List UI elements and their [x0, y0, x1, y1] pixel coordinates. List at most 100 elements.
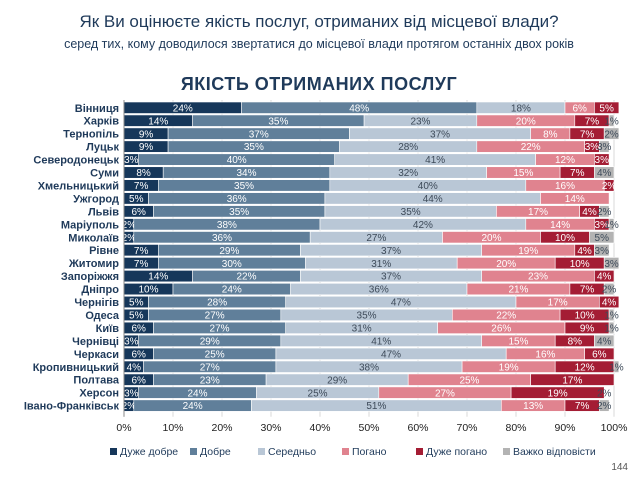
data-label: 12%: [575, 362, 595, 373]
data-label: 1%: [604, 324, 619, 335]
data-label: 37%: [381, 272, 401, 283]
data-label: 2%: [597, 401, 612, 412]
category-label: Маріуполь: [61, 219, 119, 231]
legend-label: Дуже добре: [120, 446, 178, 458]
data-label: 36%: [227, 194, 247, 205]
data-label: 19%: [518, 246, 538, 257]
legend-swatch: [503, 448, 510, 455]
x-tick-label: 10%: [162, 422, 183, 434]
data-label: 27%: [200, 362, 220, 373]
data-label: 14%: [550, 220, 570, 231]
data-label: 12%: [555, 155, 575, 166]
data-label: 14%: [148, 116, 168, 127]
category-label: Тернопіль: [63, 129, 119, 141]
data-label: 3%: [597, 142, 612, 153]
data-label: 27%: [435, 388, 455, 399]
x-tick-label: 0%: [116, 422, 131, 434]
legend-swatch: [342, 448, 349, 455]
data-label: 19%: [548, 388, 568, 399]
data-label: 2%: [602, 285, 617, 296]
data-label: 9%: [580, 324, 595, 335]
data-label: 10%: [138, 285, 158, 296]
data-label: 23%: [410, 116, 430, 127]
data-label: 20%: [496, 259, 516, 270]
category-label: Миколаїв: [68, 232, 119, 244]
data-label: 7%: [585, 116, 600, 127]
data-label: 14%: [565, 194, 585, 205]
data-label: 19%: [499, 362, 519, 373]
bar-segment: [594, 244, 610, 257]
data-label: 3%: [595, 246, 610, 257]
x-tick-label: 60%: [407, 422, 428, 434]
data-label: 7%: [134, 246, 149, 257]
category-label: Львів: [88, 206, 119, 218]
x-axis: 0% 10% 20% 30% 40% 50% 60% 70% 80% 90% 100%: [116, 100, 627, 434]
legend-label: Середньо: [268, 446, 316, 458]
category-label: Херсон: [79, 388, 119, 400]
x-tick-label: 90%: [554, 422, 575, 434]
category-label: Луцьк: [86, 142, 119, 154]
bar-segment: [594, 334, 615, 347]
data-label: 2%: [597, 388, 612, 399]
data-label: 26%: [491, 324, 511, 335]
data-label: 37%: [381, 246, 401, 257]
data-label: 3%: [124, 388, 139, 399]
data-label: 15%: [508, 336, 528, 347]
data-label: 47%: [381, 349, 401, 360]
x-tick-label: 80%: [505, 422, 526, 434]
data-label: 4%: [602, 298, 617, 309]
data-label: 51%: [366, 401, 386, 412]
x-tick-label: 50%: [358, 422, 379, 434]
bar-segment: [589, 231, 615, 244]
legend-label: Погано: [352, 446, 387, 458]
data-label: 47%: [391, 298, 411, 309]
category-label: Кропивницький: [33, 362, 119, 374]
data-label: 27%: [366, 233, 386, 244]
data-label: 24%: [183, 401, 203, 412]
data-label: 3%: [595, 220, 610, 231]
category-label: Вінниця: [75, 103, 119, 115]
data-label: 14%: [148, 272, 168, 283]
data-label: 22%: [521, 142, 541, 153]
category-label: Дніпро: [81, 284, 119, 296]
data-label: 35%: [234, 181, 254, 192]
data-label: 6%: [131, 375, 146, 386]
data-label: 8%: [136, 168, 151, 179]
legend: Дуже добре Добре Середньо Погано Дуже погано…: [110, 446, 596, 458]
bar-segment: [594, 101, 620, 114]
category-label: Рівне: [89, 245, 119, 257]
data-label: 15%: [513, 168, 533, 179]
data-label: 38%: [359, 362, 379, 373]
data-label: 24%: [173, 103, 193, 114]
data-label: 29%: [200, 336, 220, 347]
page-number: 144: [611, 462, 628, 473]
bar-segment: [608, 308, 615, 322]
bar-segment: [613, 360, 620, 373]
data-label: 27%: [205, 311, 225, 322]
category-label: Івано-Франківськ: [24, 401, 120, 413]
data-label: 10%: [575, 311, 595, 322]
category-label: Харків: [84, 116, 120, 128]
data-label: 6%: [131, 207, 146, 218]
data-label: 1%: [604, 116, 619, 127]
data-label: 35%: [401, 207, 421, 218]
data-label: 48%: [349, 103, 369, 114]
data-label: 23%: [528, 272, 548, 283]
category-label: Хмельницький: [38, 180, 119, 192]
data-label: 41%: [425, 155, 445, 166]
data-label: 5%: [129, 311, 144, 322]
bar-segment: [530, 373, 615, 386]
x-tick-label: 20%: [211, 422, 232, 434]
bar-segment: [594, 166, 615, 179]
category-label: Чернігів: [74, 297, 119, 309]
data-label: 7%: [580, 129, 595, 140]
data-label: 5%: [129, 298, 144, 309]
data-label: 37%: [249, 129, 269, 140]
data-label: 40%: [418, 181, 438, 192]
data-label: 35%: [268, 116, 288, 127]
data-label: 16%: [555, 181, 575, 192]
category-label: Запоріжжя: [61, 271, 119, 283]
category-label: Суми: [90, 168, 119, 180]
data-label: 25%: [308, 388, 328, 399]
